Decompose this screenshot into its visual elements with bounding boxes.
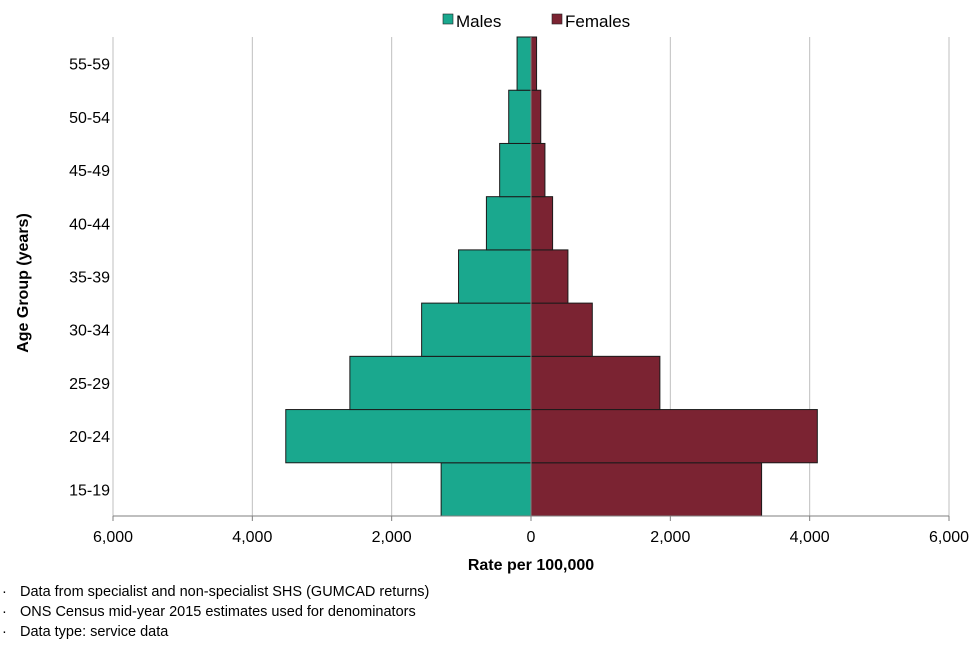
y-tick-label: 45-49 xyxy=(69,163,110,180)
bar-females-25-29 xyxy=(530,355,661,411)
bar-males-55-59 xyxy=(516,36,532,91)
footnote-text: ONS Census mid-year 2015 estimates used … xyxy=(20,604,416,620)
bar-females-55-59 xyxy=(530,36,538,91)
footnote-item: · ONS Census mid-year 2015 estimates used… xyxy=(0,602,429,622)
footnote-item: · Data from specialist and non-specialist… xyxy=(0,582,429,602)
male-bars xyxy=(285,36,532,517)
legend-swatch-males xyxy=(442,13,454,25)
x-tick-label: 2,000 xyxy=(372,529,412,546)
bar-females-15-19 xyxy=(530,462,763,517)
y-tick-label: 50-54 xyxy=(69,110,110,127)
legend: Males Females xyxy=(442,12,630,31)
bar-females-50-54 xyxy=(530,89,542,144)
y-tick-label: 35-39 xyxy=(69,270,110,287)
y-tick-label: 40-44 xyxy=(69,216,110,233)
bullet-icon: · xyxy=(2,604,7,620)
bar-males-35-39 xyxy=(458,249,532,304)
x-tick-label: 4,000 xyxy=(232,529,272,546)
bar-males-15-19 xyxy=(440,462,532,517)
bar-females-40-44 xyxy=(530,196,554,251)
y-tick-label: 25-29 xyxy=(69,376,110,393)
footnote-text: Data from specialist and non-specialist … xyxy=(20,584,430,600)
footnote-item: · Data type: service data xyxy=(0,622,429,642)
female-bars xyxy=(530,36,818,517)
bar-males-20-24 xyxy=(285,409,532,464)
legend-swatch-females xyxy=(551,13,563,25)
y-tick-label: 55-59 xyxy=(69,57,110,74)
y-tick-label: 20-24 xyxy=(69,429,110,446)
x-tick-label: 2,000 xyxy=(650,529,690,546)
y-axis-title: Age Group (years) xyxy=(15,213,32,353)
y-tick-label: 30-34 xyxy=(69,323,110,340)
x-tick-label: 6,000 xyxy=(93,529,133,546)
x-axis-title: Rate per 100,000 xyxy=(468,557,594,574)
population-pyramid-chart: 15-19 20-24 25-29 30-34 35-39 40-44 45-49 50-54… xyxy=(15,12,969,574)
bar-males-45-49 xyxy=(499,142,532,198)
gridlines xyxy=(112,37,950,516)
bar-males-25-29 xyxy=(349,355,532,411)
x-tick-label: 6,000 xyxy=(929,529,969,546)
footnote-text: Data type: service data xyxy=(20,624,169,640)
y-tick-labels: 15-19 20-24 25-29 30-34 35-39 40-44 45-49 50-54… xyxy=(69,57,110,500)
bar-males-50-54 xyxy=(508,89,532,144)
bar-females-20-24 xyxy=(530,409,818,464)
legend-label-females: Females xyxy=(565,12,630,31)
x-tick-labels: 6,000 4,000 2,000 0 2,000 4,000 6,000 xyxy=(93,529,969,546)
bar-females-45-49 xyxy=(530,142,546,198)
x-tick-label: 4,000 xyxy=(790,529,830,546)
bullet-icon: · xyxy=(2,584,7,600)
footnotes: · Data from specialist and non-specialist… xyxy=(0,582,429,642)
legend-label-males: Males xyxy=(456,12,501,31)
y-tick-label: 15-19 xyxy=(69,482,110,499)
bar-males-30-34 xyxy=(421,302,532,357)
bar-females-30-34 xyxy=(530,302,593,357)
bar-females-35-39 xyxy=(530,249,569,304)
x-tick-label: 0 xyxy=(527,529,536,546)
axis-lines xyxy=(112,37,950,521)
bar-males-40-44 xyxy=(485,196,532,251)
bullet-icon: · xyxy=(2,624,7,640)
